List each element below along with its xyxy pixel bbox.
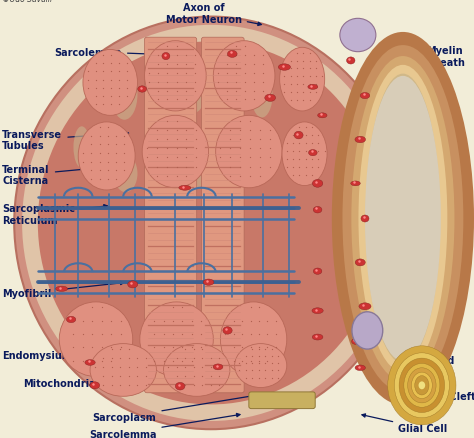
Text: Myofibril: Myofibril — [2, 282, 124, 298]
FancyBboxPatch shape — [249, 392, 315, 409]
Ellipse shape — [175, 382, 185, 390]
Ellipse shape — [312, 180, 323, 188]
Ellipse shape — [22, 26, 400, 421]
Ellipse shape — [282, 123, 327, 186]
Ellipse shape — [128, 281, 138, 288]
Ellipse shape — [213, 364, 223, 370]
Ellipse shape — [66, 317, 76, 323]
Ellipse shape — [394, 353, 449, 418]
Ellipse shape — [142, 116, 209, 188]
Ellipse shape — [265, 95, 275, 102]
Ellipse shape — [294, 132, 303, 140]
Ellipse shape — [14, 18, 408, 429]
Ellipse shape — [228, 51, 237, 58]
Ellipse shape — [399, 358, 445, 413]
Ellipse shape — [111, 70, 137, 120]
Ellipse shape — [73, 127, 90, 169]
Ellipse shape — [203, 279, 214, 286]
Ellipse shape — [351, 181, 360, 187]
Ellipse shape — [352, 339, 359, 345]
Ellipse shape — [342, 46, 464, 392]
Text: Sarcolemma: Sarcolemma — [89, 413, 240, 438]
Ellipse shape — [180, 66, 206, 114]
FancyBboxPatch shape — [145, 38, 197, 393]
Ellipse shape — [365, 77, 441, 361]
Ellipse shape — [360, 93, 370, 99]
Ellipse shape — [38, 42, 384, 405]
Ellipse shape — [355, 365, 365, 371]
Ellipse shape — [216, 116, 282, 188]
Ellipse shape — [55, 286, 68, 292]
Ellipse shape — [365, 74, 440, 364]
Ellipse shape — [346, 58, 355, 65]
Ellipse shape — [318, 113, 327, 119]
Ellipse shape — [145, 42, 206, 112]
Ellipse shape — [308, 85, 318, 90]
Ellipse shape — [223, 327, 232, 334]
Ellipse shape — [140, 302, 213, 377]
Text: ©Udo Savalli: ©Udo Savalli — [2, 0, 53, 4]
Ellipse shape — [138, 87, 146, 93]
Ellipse shape — [213, 42, 275, 112]
Ellipse shape — [185, 151, 209, 188]
Text: Synaptic
Vesicles: Synaptic Vesicles — [383, 323, 447, 345]
Ellipse shape — [313, 207, 322, 213]
Ellipse shape — [351, 57, 455, 381]
Ellipse shape — [312, 308, 323, 314]
Ellipse shape — [162, 53, 170, 60]
Text: Sarcolemma: Sarcolemma — [55, 48, 200, 58]
Text: Endomysium: Endomysium — [2, 343, 98, 360]
Ellipse shape — [164, 344, 230, 396]
Ellipse shape — [361, 215, 369, 223]
Text: Myelin
Sheath: Myelin Sheath — [419, 46, 465, 68]
Ellipse shape — [411, 372, 432, 399]
Ellipse shape — [280, 48, 325, 112]
Ellipse shape — [359, 303, 371, 310]
Ellipse shape — [251, 72, 273, 118]
Ellipse shape — [313, 268, 322, 275]
Ellipse shape — [415, 376, 429, 395]
Text: Synaptic Cleft: Synaptic Cleft — [379, 385, 474, 401]
Ellipse shape — [278, 65, 291, 71]
Ellipse shape — [220, 302, 287, 377]
Ellipse shape — [355, 137, 365, 143]
Text: Mitochondria: Mitochondria — [23, 367, 155, 388]
Ellipse shape — [114, 155, 137, 193]
Ellipse shape — [419, 381, 425, 389]
Ellipse shape — [309, 150, 317, 156]
Text: Glial Cell: Glial Cell — [362, 414, 447, 433]
Text: Sarcoplasm: Sarcoplasm — [93, 394, 259, 422]
Ellipse shape — [90, 344, 156, 396]
Text: Nucleus: Nucleus — [379, 104, 443, 115]
Ellipse shape — [59, 302, 133, 377]
Ellipse shape — [90, 382, 100, 389]
Text: Terminal
Cisterna: Terminal Cisterna — [2, 164, 117, 186]
Text: Motor End
Plate: Motor End Plate — [379, 355, 455, 377]
Ellipse shape — [352, 312, 383, 350]
Ellipse shape — [404, 364, 440, 407]
Circle shape — [340, 19, 376, 53]
Text: Transverse
Tubules: Transverse Tubules — [2, 129, 128, 151]
Ellipse shape — [358, 66, 447, 372]
Ellipse shape — [83, 50, 137, 116]
Ellipse shape — [332, 33, 474, 405]
Ellipse shape — [179, 186, 191, 191]
Text: Sarcoplasmic
Reticulum: Sarcoplasmic Reticulum — [2, 204, 107, 226]
FancyBboxPatch shape — [201, 38, 244, 393]
Ellipse shape — [78, 123, 135, 191]
Ellipse shape — [371, 81, 435, 357]
Ellipse shape — [355, 259, 365, 266]
Text: Axon of
Motor Neuron: Axon of Motor Neuron — [166, 3, 261, 26]
Ellipse shape — [408, 368, 436, 403]
Ellipse shape — [388, 346, 456, 425]
Ellipse shape — [85, 360, 95, 365]
Ellipse shape — [312, 334, 323, 340]
Ellipse shape — [235, 344, 287, 388]
